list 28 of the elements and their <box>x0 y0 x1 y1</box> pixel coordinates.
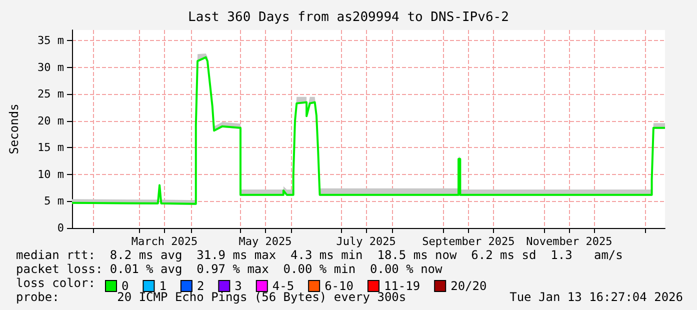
y-tick-label: 20 m <box>38 114 64 128</box>
legend-label: 3 <box>234 279 242 293</box>
text: probe: 20 ICMP Echo Pings (56 Bytes) every 300s <box>16 290 406 304</box>
text: median rtt: 8.2 ms avg 31.9 ms max 4.3 ms min 18.5 ms now 6.2 ms sd 1.3 am/s <box>16 248 623 262</box>
x-tick-label: March 2025 <box>131 235 198 248</box>
y-tick-label: 10 m <box>38 168 64 181</box>
x-tick-label: November 2025 <box>526 235 612 248</box>
legend-title: loss color: <box>16 276 96 290</box>
x-tick-label: September 2025 <box>422 235 515 248</box>
x-tick-label: July 2025 <box>336 235 396 248</box>
text: Tue Jan 13 16:27:04 2026 <box>510 290 683 304</box>
text: packet loss: 0.01 % avg 0.97 % max 0.00 % min 0.00 % now <box>16 262 444 276</box>
y-tick-label: 35 m <box>38 34 64 48</box>
legend-label: 0 <box>122 279 129 293</box>
legend-label: 20/20 <box>450 279 487 293</box>
y-tick-label: 25 m <box>38 88 64 101</box>
y-axis-title: Seconds <box>7 104 21 154</box>
y-tick-label: 5 m <box>44 194 64 208</box>
x-tick-label: May 2025 <box>238 235 292 248</box>
y-tick-label: 30 m <box>38 60 64 74</box>
chart-title: Last 360 Days from as209994 to DNS-IPv6-2 <box>188 10 509 25</box>
y-tick-label: 15 m <box>38 141 64 154</box>
legend-label: 6-10 <box>324 279 354 293</box>
legend-label: 2 <box>196 279 204 293</box>
legend-label: 1 <box>159 279 166 293</box>
legend-label: 11-19 <box>384 279 420 293</box>
y-tick-label: 0 <box>57 222 64 234</box>
legend-label: 4-5 <box>272 279 294 293</box>
